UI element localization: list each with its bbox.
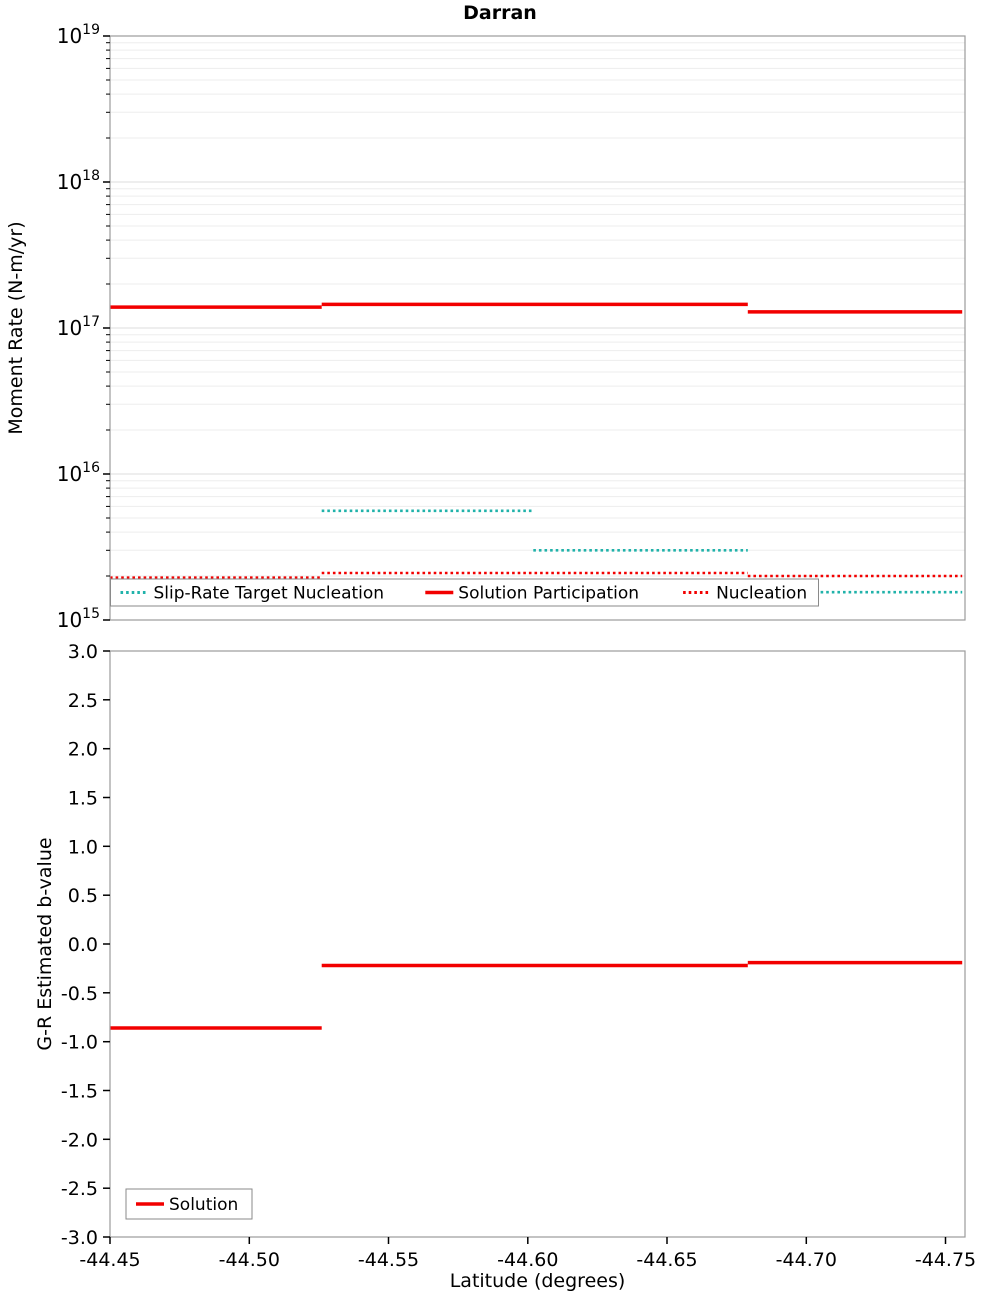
x-tick-label: -44.60 [497,1249,558,1271]
chart-title: Darran [463,2,537,24]
y-tick-label: 1019 [57,22,100,48]
legend-panel-1: Solution [125,1188,253,1220]
y-tick-label: 1.5 [68,788,98,810]
y-tick-label: 1016 [57,460,100,486]
y-axis-label-moment-rate: Moment Rate (N-m/yr) [5,221,27,435]
y-tick-label: -2.5 [61,1178,98,1200]
y-tick-label: -1.5 [61,1081,98,1103]
y-tick-label: 1017 [57,314,100,340]
y-tick-label: -2.0 [61,1129,98,1151]
x-tick-label: -44.70 [776,1249,837,1271]
x-tick-label: -44.75 [915,1249,976,1271]
legend-label: Solution Participation [458,584,639,604]
y-tick-label: 1018 [57,168,100,194]
x-tick-label: -44.65 [636,1249,697,1271]
y-tick-label: 0.5 [68,885,98,907]
y-tick-label: -1.0 [61,1032,98,1054]
y-tick-label: 0.0 [68,934,98,956]
y-tick-label: -0.5 [61,983,98,1005]
plot-border-1 [109,650,966,1238]
y-tick-label: 3.0 [68,641,98,663]
legend-panel-0: Slip-Rate Target Nucleation Solution Part… [110,578,819,607]
x-axis-label: Latitude (degrees) [449,1270,626,1292]
x-tick-label: -44.50 [219,1249,280,1271]
x-tick-label: -44.45 [79,1249,140,1271]
y-axis-label-b-value: G-R Estimated b-value [34,837,56,1051]
y-tick-label: 2.0 [68,739,98,761]
y-tick-label: 1.0 [68,836,98,858]
legend-label: Slip-Rate Target Nucleation [154,584,385,604]
legend-label: Nucleation [716,584,807,604]
legend-label: Solution [169,1195,238,1215]
y-tick-label: -3.0 [61,1227,98,1249]
x-tick-label: -44.55 [358,1249,419,1271]
y-tick-label: 1015 [57,606,100,632]
y-tick-label: 2.5 [68,690,98,712]
